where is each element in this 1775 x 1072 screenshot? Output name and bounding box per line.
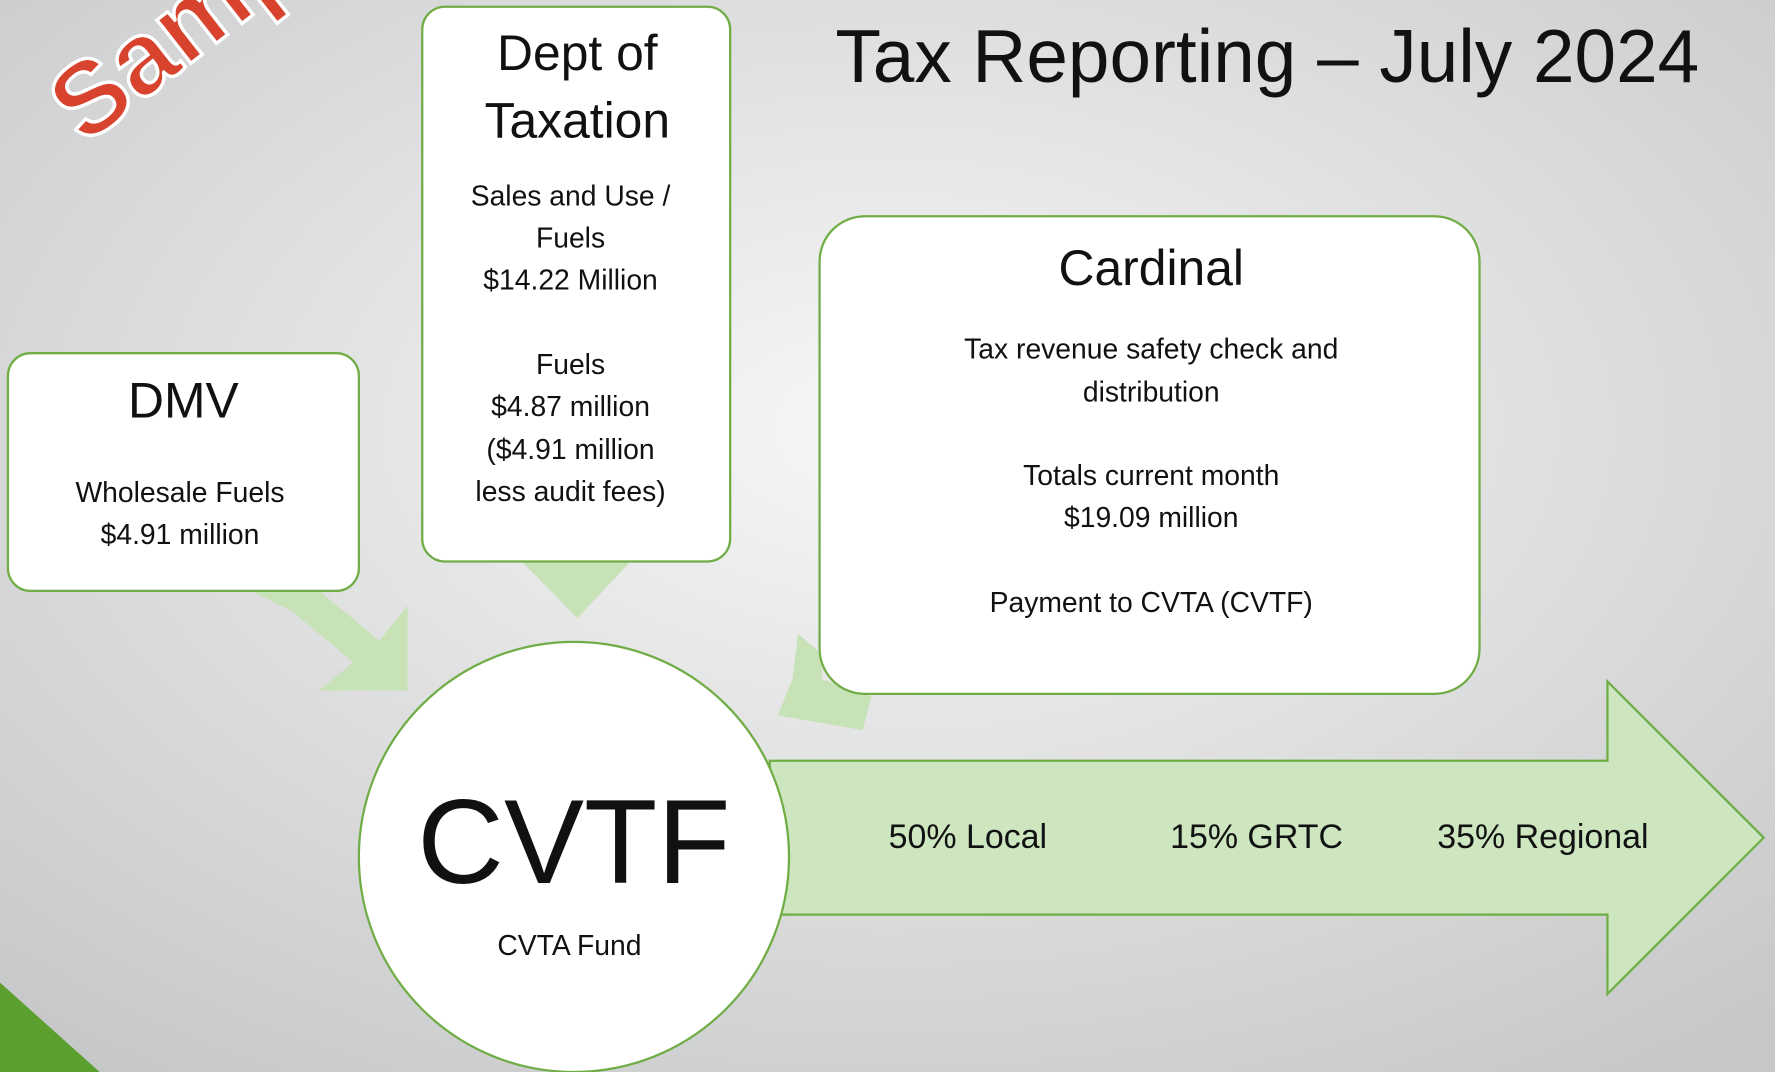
box-text: $4.91 million [101, 518, 260, 550]
box-text: Totals current month [1023, 459, 1279, 491]
box-text: Fuels [536, 221, 605, 253]
box-text: Tax revenue safety check and [964, 332, 1338, 364]
box-title: Cardinal [1059, 240, 1244, 296]
cardinal-box [818, 215, 1481, 696]
fund-title: CVTF [417, 775, 730, 909]
box-title: Dept of [497, 25, 658, 81]
box-text: Sales and Use / [471, 180, 671, 212]
dmv-box [6, 352, 360, 593]
fund-circle [357, 640, 791, 1072]
box-text: Payment to CVTA (CVTF) [990, 586, 1313, 618]
box-text: ($4.91 million [486, 433, 654, 465]
box-title: DMV [128, 372, 239, 428]
share-label: 50% Local [889, 818, 1047, 856]
title: Tax Reporting – July 2024 [835, 14, 1699, 98]
share-label: 15% GRTC [1170, 818, 1343, 856]
taxation-box [421, 5, 732, 563]
box-text: distribution [1083, 375, 1220, 407]
box-text: less audit fees) [475, 475, 665, 507]
flow-arrow [777, 633, 872, 731]
flow-arrow [522, 562, 630, 619]
box-title: Taxation [485, 93, 670, 149]
distribution-arrow [768, 678, 1766, 997]
flow-arrow [251, 590, 408, 691]
share-label: 35% Regional [1437, 818, 1648, 856]
box-text: Fuels [536, 348, 605, 380]
box-text: Wholesale Fuels [75, 476, 284, 508]
box-text: $4.87 million [491, 390, 650, 422]
box-text: $14.22 Million [483, 263, 658, 295]
box-text: $19.09 million [1064, 501, 1239, 533]
fund-subtitle: CVTA Fund [497, 929, 641, 961]
